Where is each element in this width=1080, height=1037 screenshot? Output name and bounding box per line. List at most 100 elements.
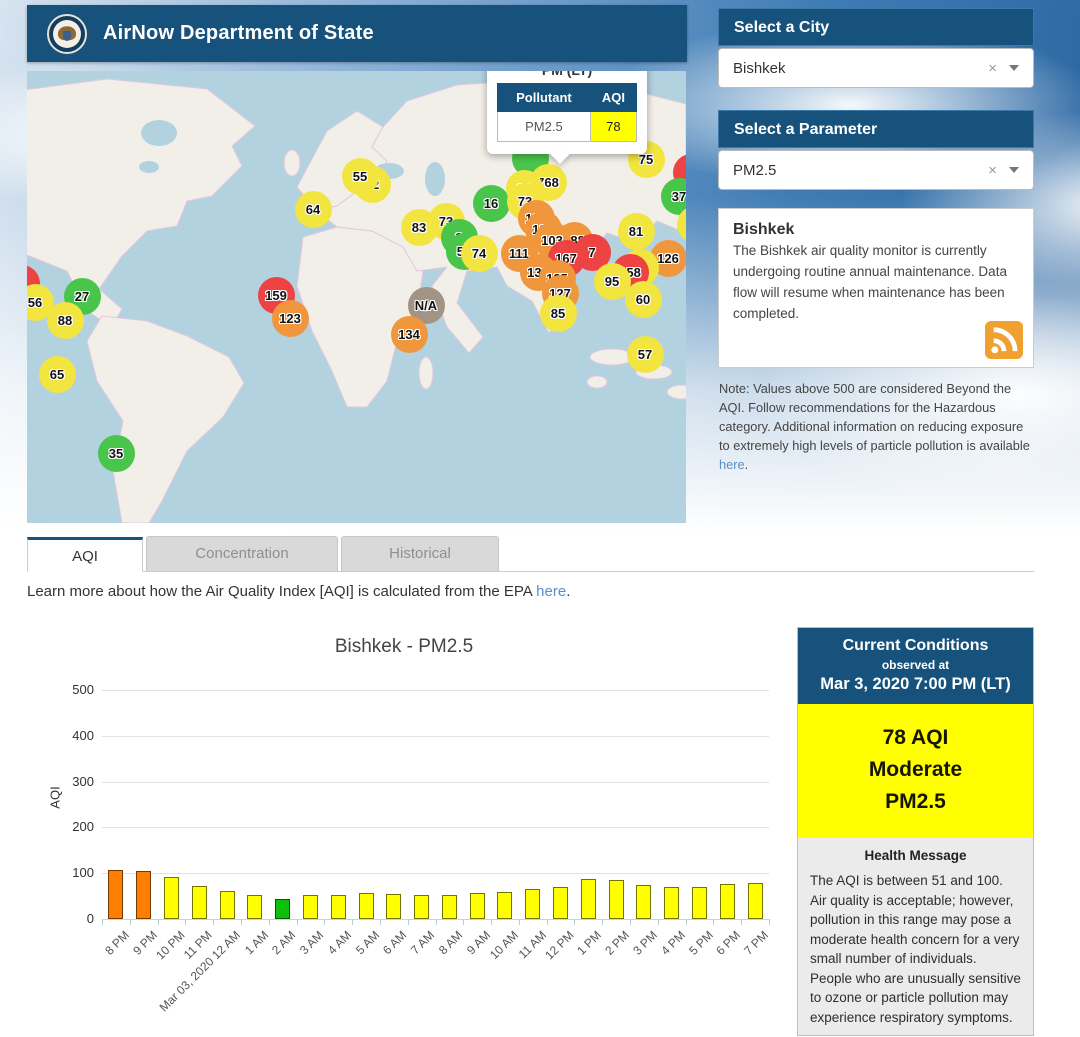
gridline (102, 690, 769, 691)
note-period: . (744, 456, 749, 472)
aqi-marker[interactable]: 95 (593, 262, 631, 300)
chart-bar[interactable] (469, 893, 485, 919)
x-tick-label: 12 PM (542, 928, 577, 963)
x-tick (491, 919, 493, 925)
chart-bar[interactable] (247, 895, 263, 919)
aqi-marker[interactable]: 64 (294, 190, 332, 228)
chart-bar[interactable] (747, 883, 763, 919)
aqi-marker[interactable]: 56 (27, 283, 54, 321)
aqi-marker[interactable]: 37 (660, 177, 686, 215)
clear-icon[interactable]: × (988, 161, 997, 179)
aqi-marker[interactable]: 35 (97, 434, 135, 472)
x-tick (379, 919, 381, 925)
chart-bar[interactable] (414, 895, 430, 919)
aqi-marker[interactable]: N/A (407, 286, 445, 324)
x-tick (296, 919, 298, 925)
x-tick (741, 919, 743, 925)
x-tick (574, 919, 576, 925)
chart-bar[interactable] (664, 887, 680, 919)
tab-aqi[interactable]: AQI (27, 537, 143, 572)
x-tick-label: 10 AM (486, 928, 521, 962)
city-info-title: Bishkek (733, 221, 795, 238)
learn-more-period: . (566, 583, 571, 600)
rss-icon[interactable] (985, 321, 1023, 359)
chart-bar[interactable] (330, 895, 346, 919)
chart-bar[interactable] (219, 891, 235, 919)
aqi-marker[interactable]: 134 (390, 315, 428, 353)
chevron-down-icon[interactable] (1009, 167, 1019, 173)
aqi-marker[interactable]: 85 (539, 294, 577, 332)
current-conditions-panel: Current Conditions observed at Mar 3, 20… (797, 627, 1034, 1036)
x-tick-label: 6 AM (380, 928, 410, 958)
tab-concentration[interactable]: Concentration (146, 536, 338, 571)
chart-plot-area: 0 100 200 300 400 500 8 PM 9 PM 10 PM 11 PM Mar 03… (72, 682, 771, 1014)
x-tick-label: 10 PM (152, 928, 188, 963)
current-conditions-header: Current Conditions observed at Mar 3, 20… (798, 628, 1033, 704)
x-tick (185, 919, 187, 925)
health-message-title: Health Message (864, 848, 967, 863)
y-tick-label: 300 (72, 773, 94, 789)
state-department-seal-icon (47, 13, 87, 54)
chart-bar[interactable] (108, 870, 124, 919)
chart-bar[interactable] (358, 893, 374, 919)
chart-bar[interactable] (553, 887, 569, 919)
note-text: Note: Values above 500 are considered Be… (719, 380, 1035, 475)
x-tick (213, 919, 215, 925)
chart-bar[interactable] (163, 877, 179, 919)
x-tick (518, 919, 520, 925)
chart-bar[interactable] (719, 884, 735, 919)
conditions-category: Moderate (868, 758, 963, 781)
aqi-marker[interactable]: 57 (626, 335, 664, 373)
aqi-marker[interactable]: 55 (341, 157, 379, 195)
x-tick (713, 919, 715, 925)
aqi-marker[interactable] (676, 205, 686, 243)
chart-bar[interactable] (191, 886, 207, 919)
chart-bar[interactable] (580, 879, 596, 919)
x-tick (630, 919, 632, 925)
chart-bar[interactable] (136, 871, 152, 919)
chart-bar[interactable] (608, 880, 624, 919)
aqi-marker[interactable]: 60 (624, 280, 662, 318)
parameter-select[interactable]: PM2.5 × (718, 150, 1034, 190)
epa-link[interactable]: here (536, 583, 567, 600)
city-select-header: Select a City (718, 8, 1034, 46)
chart-bar[interactable] (497, 892, 513, 919)
x-tick-label: 7 AM (408, 928, 438, 958)
chevron-down-icon[interactable] (1009, 65, 1019, 71)
conditions-title: Current Conditions (842, 637, 989, 654)
aqi-marker[interactable]: 16 (472, 184, 510, 222)
clear-icon[interactable]: × (988, 59, 997, 77)
city-select[interactable]: Bishkek × (718, 48, 1034, 88)
chart-bar[interactable] (525, 889, 541, 919)
aqi-marker[interactable]: 81 (617, 212, 655, 250)
note-link[interactable]: here (719, 456, 745, 472)
y-tick-label: 500 (72, 682, 94, 697)
aqi-marker[interactable]: 74 (460, 234, 498, 272)
aqi-marker[interactable]: 123 (271, 299, 309, 337)
conditions-aqi-block: 78 AQI Moderate PM2.5 (798, 704, 1033, 838)
x-tick (463, 919, 465, 925)
y-tick-label: 400 (72, 727, 94, 743)
tab-historical[interactable]: Historical (341, 536, 499, 571)
x-tick-label: 8 AM (436, 928, 466, 958)
x-tick (240, 919, 242, 925)
chart-bar[interactable] (636, 885, 652, 919)
chart-bar[interactable] (386, 894, 402, 919)
health-message-body: The AQI is between 51 and 100. Air quali… (810, 873, 1021, 1025)
x-tick (352, 919, 354, 925)
popup-col-pollutant: Pollutant (497, 83, 591, 112)
conditions-time: Mar 3, 2020 7:00 PM (LT) (820, 675, 1011, 693)
aqi-marker[interactable]: 65 (38, 355, 76, 393)
chart-bar[interactable] (275, 899, 291, 919)
parameter-select-value: PM2.5 (733, 161, 777, 179)
gridline (102, 735, 769, 737)
aqi-marker[interactable]: 88 (46, 301, 84, 339)
chart-bar[interactable] (441, 895, 457, 919)
chart-bar[interactable] (302, 895, 318, 919)
gridline (102, 873, 769, 875)
x-tick (685, 919, 687, 925)
world-map[interactable]: 5627886535645255837395074167689173753713… (27, 71, 686, 523)
x-tick-label: 2 AM (269, 928, 299, 958)
chart-bar[interactable] (692, 887, 708, 919)
x-tick (769, 919, 770, 925)
